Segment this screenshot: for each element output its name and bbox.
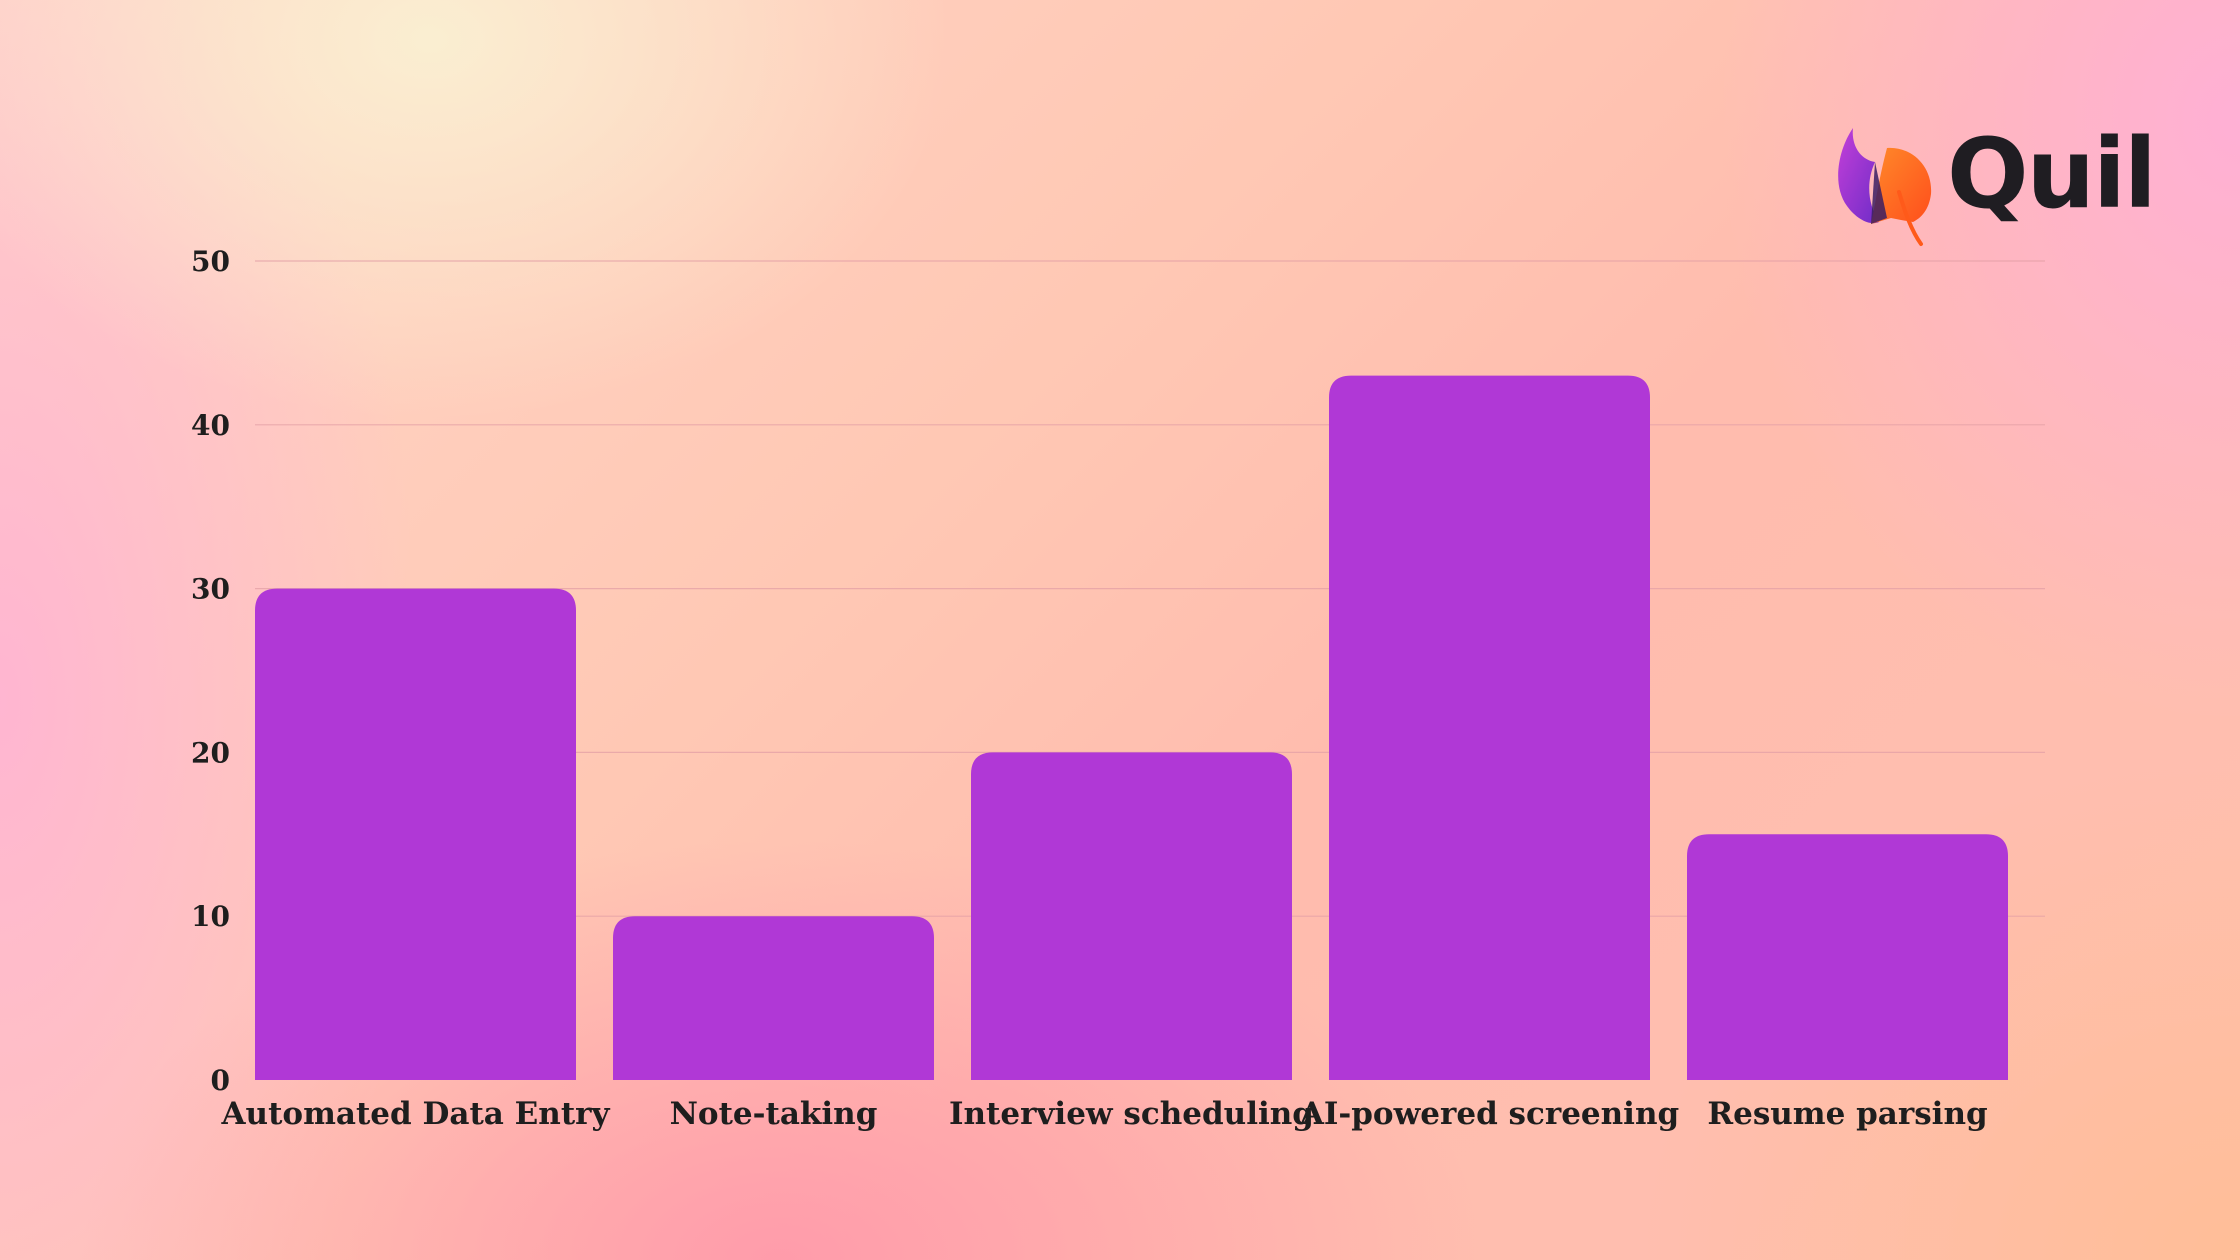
y-tick-label: 30 — [191, 573, 230, 606]
quill-flame-icon — [1838, 128, 1932, 246]
y-tick-label: 10 — [191, 900, 230, 933]
x-tick-label: AI-powered screening — [1299, 1096, 1679, 1132]
x-tick-label: Note-taking — [670, 1096, 878, 1132]
bar-0 — [255, 588, 576, 1080]
x-tick-label: Automated Data Entry — [221, 1096, 611, 1132]
brand-name: Quil — [1947, 118, 2157, 230]
bar-3 — [1329, 375, 1650, 1080]
y-tick-label: 40 — [191, 409, 230, 442]
y-tick-label: 20 — [191, 736, 230, 769]
brand-logo: Quil — [1835, 122, 2157, 252]
bar-2 — [971, 752, 1292, 1080]
y-tick-label: 50 — [191, 245, 230, 278]
bar-4 — [1687, 834, 2008, 1080]
y-tick-label: 0 — [211, 1064, 230, 1097]
x-tick-label: Interview scheduling — [949, 1096, 1314, 1132]
bar-1 — [613, 916, 934, 1080]
x-tick-label: Resume parsing — [1707, 1096, 1987, 1132]
